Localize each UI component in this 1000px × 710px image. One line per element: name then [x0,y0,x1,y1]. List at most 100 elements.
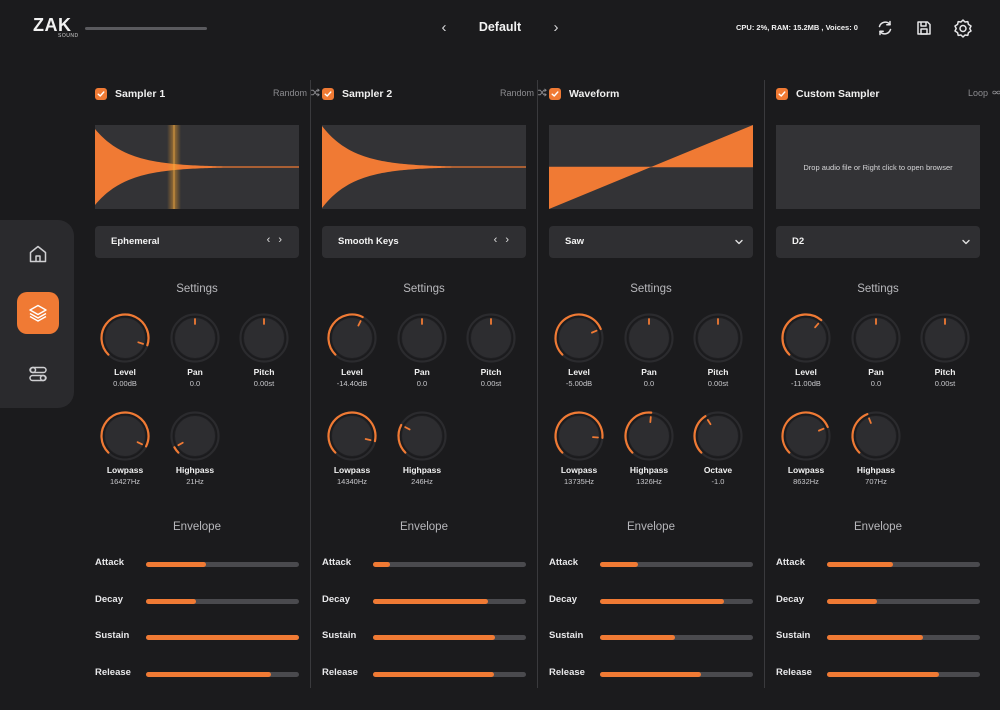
envelope-release-slider[interactable] [146,672,299,677]
knob-lowpass: Lowpass 16427Hz [95,410,155,486]
envelope-sustain: Sustain [549,630,753,644]
envelope-sustain-slider[interactable] [373,635,526,640]
enable-checkbox[interactable] [776,88,788,100]
sidebar [0,220,74,408]
envelope-attack-slider[interactable] [827,562,980,567]
slider-fill [146,599,197,604]
envelope-release: Release [549,667,753,681]
knob-value: -1.0 [711,477,725,486]
mode-toggle-random[interactable]: Random [500,88,547,98]
refresh-icon[interactable] [875,18,895,38]
envelope-label: Sustain [95,630,130,641]
knob-value: -11.00dB [791,379,821,388]
knob-label: Level [341,367,363,377]
envelope-heading: Envelope [854,521,902,533]
knob-highpass: Highpass 707Hz [846,410,906,486]
settings-icon[interactable] [953,18,973,38]
panel-header: Waveform [549,87,776,105]
toggles-icon [29,366,47,382]
envelope-decay-slider[interactable] [373,599,526,604]
knob-pitch: Pitch 0.00st [461,312,521,388]
panel-header: Sampler 2 Random [322,87,549,105]
knob-value: 0.0 [416,379,428,388]
knob-value: 0.0 [870,379,882,388]
envelope-label: Attack [95,557,125,568]
knob-value: 0.00st [253,379,275,388]
knob-label: Pan [868,367,884,377]
envelope-sustain: Sustain [95,630,299,644]
knob-label: Pitch [480,367,502,377]
envelope-attack-slider[interactable] [146,562,299,567]
sidebar-item-home[interactable] [17,233,59,275]
envelope-decay: Decay [549,594,753,608]
waveform-display[interactable] [322,125,526,209]
output-meter [85,27,207,30]
knob-label: Level [795,367,817,377]
knob-value: -5.00dB [565,379,593,388]
knob-label: Pan [187,367,203,377]
knob-label: Lowpass [560,465,598,475]
mode-toggle-random[interactable]: Random [273,88,320,98]
logo: ZAK SOUND [33,16,78,40]
envelope-release: Release [322,667,526,681]
enable-checkbox[interactable] [95,88,107,100]
envelope-attack: Attack [95,557,299,571]
envelope-release-slider[interactable] [373,672,526,677]
logo-subtext: SOUND [58,33,79,39]
envelope-sustain-slider[interactable] [600,635,753,640]
envelope-sustain-slider[interactable] [146,635,299,640]
panel-title: Custom Sampler [796,88,880,100]
enable-checkbox[interactable] [549,88,561,100]
slider-fill [373,599,488,604]
knob-value: 13735Hz [563,477,595,486]
save-icon[interactable] [914,18,934,38]
preset-prev-button[interactable]: ‹ [441,19,447,36]
knob-label: Highpass [175,465,215,475]
mode-toggle-loop[interactable]: Loop [968,88,1000,98]
knob-highpass: Highpass 21Hz [165,410,225,486]
slider-fill [146,562,206,567]
shuffle-icon [538,88,547,98]
envelope-sustain: Sustain [776,630,980,644]
knob-pan: Pan 0.0 [619,312,679,388]
knob-label: Pan [414,367,430,377]
enable-checkbox[interactable] [322,88,334,100]
waveform-display[interactable]: Drop audio file or Right click to open b… [776,125,980,209]
sidebar-item-layers[interactable] [17,292,59,334]
preset-name[interactable]: Default [478,20,522,34]
envelope-release-slider[interactable] [827,672,980,677]
layer-panel: Sampler 1 Random Ephemeral ‹› Settings L… [95,80,322,690]
preset-next-button[interactable]: › [553,19,559,36]
sample-selector[interactable]: Smooth Keys ‹› [322,226,526,258]
knob-value: 0.0 [189,379,201,388]
envelope-sustain-slider[interactable] [827,635,980,640]
envelope-decay-slider[interactable] [146,599,299,604]
selector-arrows[interactable]: ‹› [266,234,290,246]
knob-label: Level [568,367,590,377]
knob-label: Lowpass [787,465,825,475]
selector-arrows[interactable]: ‹› [493,234,517,246]
waveform-display[interactable] [549,125,753,209]
envelope-decay-slider[interactable] [600,599,753,604]
envelope-attack-slider[interactable] [600,562,753,567]
envelope-decay: Decay [95,594,299,608]
panel-title: Waveform [569,88,620,100]
waveform-display[interactable] [95,125,299,209]
knob-label: Pan [641,367,657,377]
home-icon [29,245,47,263]
envelope-decay-slider[interactable] [827,599,980,604]
knob-value: 14340Hz [336,477,368,486]
envelope-release-slider[interactable] [600,672,753,677]
sample-selector[interactable]: Saw [549,226,753,258]
knob-pan: Pan 0.0 [165,312,225,388]
envelope-attack: Attack [549,557,753,571]
sidebar-item-controls[interactable] [17,353,59,395]
envelope-attack: Attack [322,557,526,571]
sample-selector[interactable]: D2 [776,226,980,258]
envelope-label: Release [95,667,131,678]
knob-label: Level [114,367,136,377]
sample-selector[interactable]: Ephemeral ‹› [95,226,299,258]
slider-fill [600,599,724,604]
drop-zone-text: Drop audio file or Right click to open b… [803,162,953,172]
envelope-attack-slider[interactable] [373,562,526,567]
